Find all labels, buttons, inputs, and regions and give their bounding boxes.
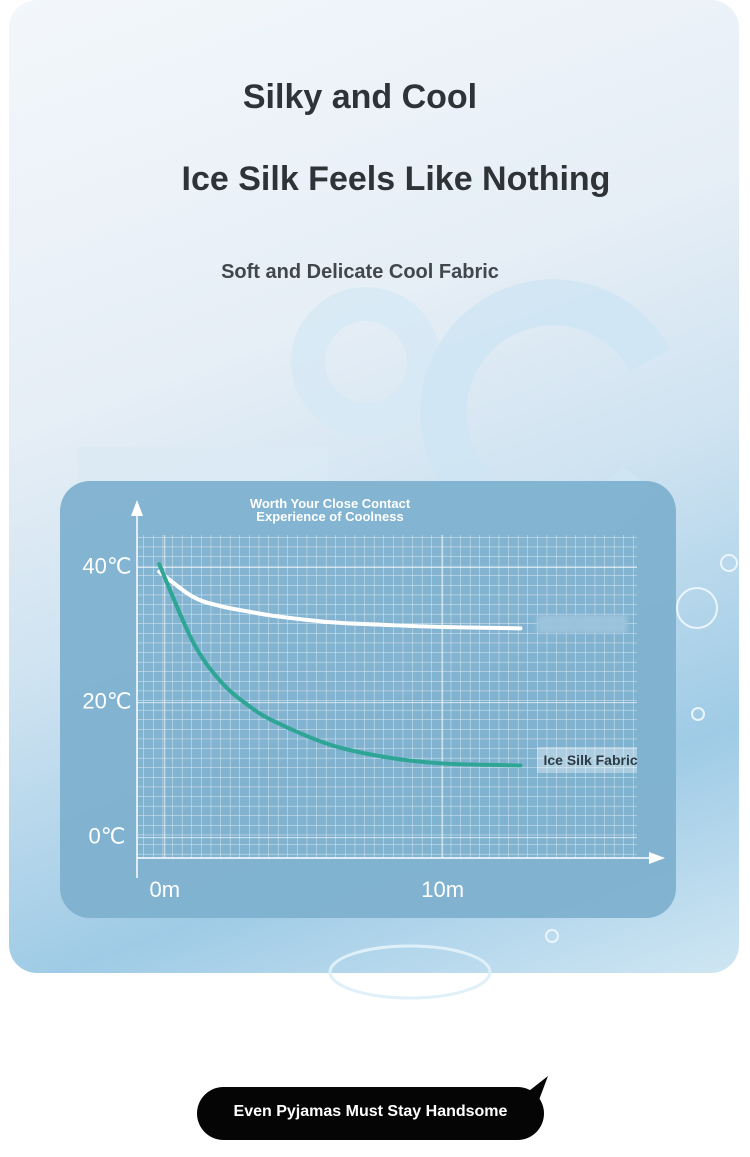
x-arrow bbox=[649, 852, 665, 864]
y-tick-label: 0℃ bbox=[89, 824, 126, 849]
line bbox=[157, 569, 523, 631]
chart-title: Worth Your Close Contact Experience of C… bbox=[249, 496, 411, 524]
x-tick-label: 0m bbox=[150, 877, 181, 902]
title: Silky and Cool bbox=[242, 78, 478, 116]
y-tick-label: 20℃ bbox=[82, 688, 131, 713]
series-label: Ice Silk Fabric bbox=[543, 752, 637, 768]
headline: Ice Silk Feels Like Nothing bbox=[181, 160, 611, 198]
line bbox=[157, 562, 523, 768]
button-bg bbox=[197, 1087, 544, 1140]
button[interactable]: Even Pyjamas Must Stay Handsome bbox=[233, 1103, 508, 1120]
y-arrow bbox=[131, 500, 143, 516]
y-tick-label: 40℃ bbox=[82, 553, 131, 578]
subtitle: Soft and Delicate Cool Fabric bbox=[221, 261, 499, 283]
x-tick-label: 10m bbox=[421, 877, 464, 902]
